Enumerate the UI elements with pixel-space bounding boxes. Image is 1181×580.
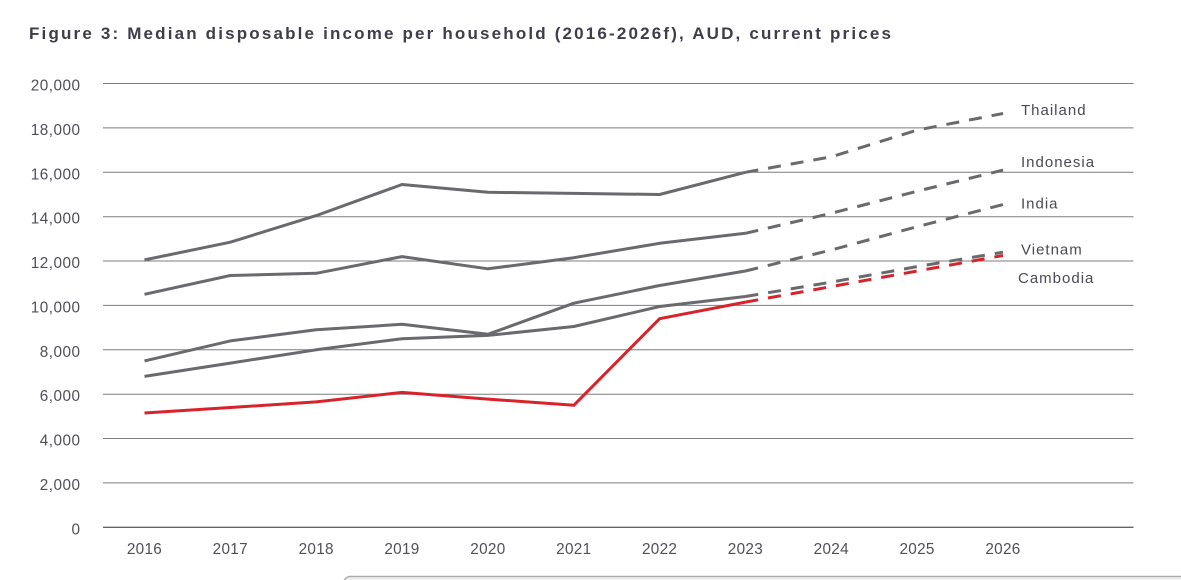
svg-text:6,000: 6,000 bbox=[40, 388, 81, 405]
svg-text:India: India bbox=[1021, 196, 1059, 213]
svg-text:2024: 2024 bbox=[814, 541, 849, 558]
svg-text:20,000: 20,000 bbox=[31, 78, 81, 95]
svg-text:2,000: 2,000 bbox=[40, 477, 81, 494]
svg-text:Thailand: Thailand bbox=[1021, 102, 1087, 119]
svg-text:Cambodia: Cambodia bbox=[1018, 270, 1094, 287]
svg-text:12,000: 12,000 bbox=[31, 255, 81, 272]
svg-text:2022: 2022 bbox=[642, 541, 677, 558]
svg-text:16,000: 16,000 bbox=[31, 166, 81, 183]
svg-text:4,000: 4,000 bbox=[40, 433, 81, 450]
svg-text:2023: 2023 bbox=[728, 541, 763, 558]
svg-text:Indonesia: Indonesia bbox=[1021, 154, 1095, 171]
svg-text:18,000: 18,000 bbox=[31, 122, 81, 139]
svg-text:2025: 2025 bbox=[899, 541, 934, 558]
svg-text:2026: 2026 bbox=[985, 541, 1020, 558]
svg-text:8,000: 8,000 bbox=[40, 344, 81, 361]
svg-text:2017: 2017 bbox=[213, 541, 248, 558]
svg-text:2016: 2016 bbox=[127, 541, 162, 558]
svg-text:2019: 2019 bbox=[384, 541, 419, 558]
svg-text:10,000: 10,000 bbox=[31, 299, 81, 316]
svg-text:0: 0 bbox=[71, 521, 80, 538]
svg-text:2018: 2018 bbox=[299, 541, 334, 558]
svg-text:Vietnam: Vietnam bbox=[1021, 242, 1083, 259]
svg-text:2021: 2021 bbox=[556, 541, 591, 558]
svg-text:14,000: 14,000 bbox=[31, 211, 81, 228]
svg-text:2020: 2020 bbox=[470, 541, 505, 558]
